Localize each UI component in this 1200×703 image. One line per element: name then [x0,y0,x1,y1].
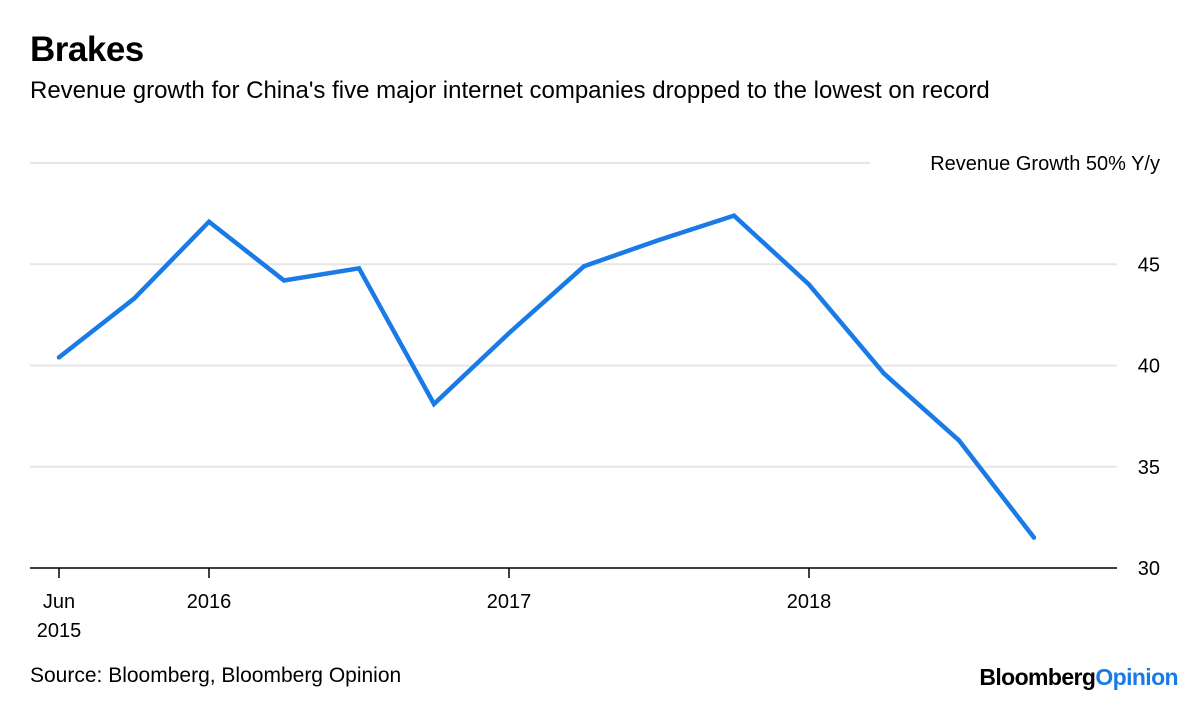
chart-subtitle: Revenue growth for China's five major in… [30,77,990,104]
data-point-sep-2018 [1032,535,1036,540]
x-tick-label-1: 2016 [187,591,232,613]
data-point-dec-2016 [507,331,511,336]
gridlines [30,162,1117,468]
y-tick-label-35: 35 [1138,457,1160,479]
tick-labels: Revenue Growth 50% Y/y 30 35 40 45 Jun 2015 201… [37,153,1160,642]
data-point-sep-2017 [732,213,736,218]
y-axis-label: Revenue Growth 50% Y/y [930,153,1160,175]
source-note: Source: Bloomberg, Bloomberg Opinion [30,664,402,687]
data-point-jun-2018 [957,438,961,443]
data-point-mar-2018 [882,371,886,376]
y-tick-label-45: 45 [1138,254,1160,276]
data-point-dec-2015 [207,219,211,224]
x-tick-label-2: 2017 [487,591,532,613]
chart-title: Brakes [30,30,144,69]
data-point-jun-2016 [357,266,361,271]
bloomberg-opinion-logo: BloombergOpinion [979,663,1178,691]
data-point-sep-2015 [132,296,136,301]
x-tick-label-0-year: 2015 [37,620,82,642]
data-point-mar-2016 [282,278,286,283]
x-tick-label-0: Jun [43,591,75,613]
logo-brand: Bloomberg [979,664,1096,690]
data-point-sep-2016 [432,401,436,406]
data-point-mar-2017 [582,264,586,269]
data-point-jun-2015 [57,355,61,360]
y-tick-label-30: 30 [1138,558,1160,580]
y-tick-label-40: 40 [1138,356,1160,378]
data-point-dec-2017 [807,282,811,287]
x-axis [30,567,1117,578]
data-point-jun-2017 [657,237,661,242]
series-layer [56,213,1037,540]
series-line-0 [56,213,1037,540]
logo-suffix: Opinion [1095,664,1178,690]
x-tick-label-3: 2018 [787,591,832,613]
